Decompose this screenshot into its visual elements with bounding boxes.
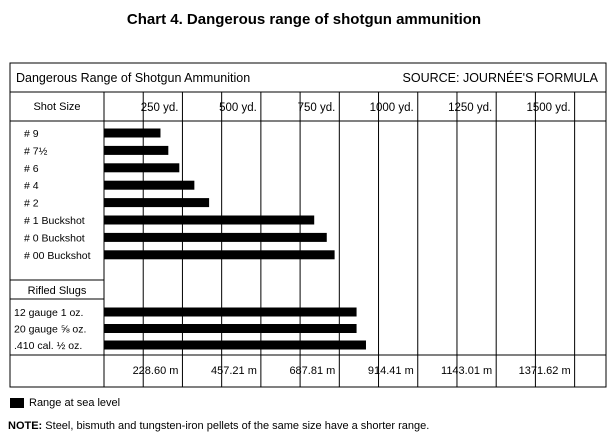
bottom-tick-label: 228.60 m: [133, 365, 179, 377]
category-labels: # 9 # 7½ # 6 # 4 # 2 # 1 Buckshot # 0 Buckshot…: [14, 128, 91, 352]
chart-title: Dangerous Range of Shotgun Ammunition: [16, 71, 250, 85]
bar: [104, 340, 366, 350]
legend: Range at sea level: [10, 397, 120, 409]
top-tick-label: 1250 yd.: [448, 102, 492, 114]
slug-group-header: Rifled Slugs: [28, 285, 87, 297]
category-label: # 7½: [24, 145, 48, 157]
category-label: # 0 Buckshot: [24, 232, 85, 244]
top-tick-label: 1500 yd.: [527, 102, 571, 114]
category-label: .410 cal. ½ oz.: [14, 340, 82, 352]
chart-source: SOURCE: JOURNÉE'S FORMULA: [403, 70, 599, 85]
top-tick-label: 500 yd.: [219, 102, 257, 114]
top-tick-labels: 250 yd. 500 yd. 750 yd. 1000 yd. 1250 yd. 150…: [141, 102, 571, 114]
legend-label: Range at sea level: [29, 397, 121, 409]
bar: [104, 198, 210, 208]
category-header: Shot Size: [33, 101, 80, 113]
bar: [104, 163, 180, 173]
note-label: NOTE:: [8, 420, 43, 432]
bar: [104, 324, 357, 333]
bar: [104, 307, 357, 317]
bar: [104, 215, 315, 225]
bar: [104, 145, 169, 155]
note: NOTE: Steel, bismuth and tungsten-iron p…: [8, 420, 429, 432]
category-label: 12 gauge 1 oz.: [14, 307, 83, 319]
category-label: 20 gauge ⅝ oz.: [14, 324, 86, 336]
top-tick-label: 750 yd.: [298, 102, 336, 114]
bar: [104, 250, 335, 260]
category-label: # 6: [24, 163, 39, 175]
category-label: # 9: [24, 128, 39, 140]
bars: [104, 128, 366, 350]
legend-swatch: [10, 398, 24, 408]
top-tick-label: 250 yd.: [141, 102, 179, 114]
bar: [104, 128, 161, 138]
bottom-tick-label: 457.21 m: [211, 365, 257, 377]
category-label: # 2: [24, 198, 39, 210]
page-title: Chart 4. Dangerous range of shotgun ammu…: [126, 11, 482, 28]
category-label: # 4: [24, 180, 39, 192]
top-tick-label: 1000 yd.: [370, 102, 414, 114]
bottom-tick-label: 1143.01 m: [441, 365, 492, 377]
category-label: # 1 Buckshot: [24, 215, 85, 227]
bar: [104, 180, 195, 190]
note-text: Steel, bismuth and tungsten-iron pellets…: [45, 420, 430, 432]
bottom-tick-label: 687.81 m: [289, 365, 335, 377]
bottom-tick-label: 914.41 m: [368, 365, 414, 377]
category-label: # 00 Buckshot: [24, 250, 91, 262]
bar: [104, 232, 327, 242]
bottom-tick-labels: 228.60 m 457.21 m 687.81 m 914.41 m 1143.01 …: [133, 365, 571, 377]
bottom-tick-label: 1371.62 m: [519, 365, 571, 377]
